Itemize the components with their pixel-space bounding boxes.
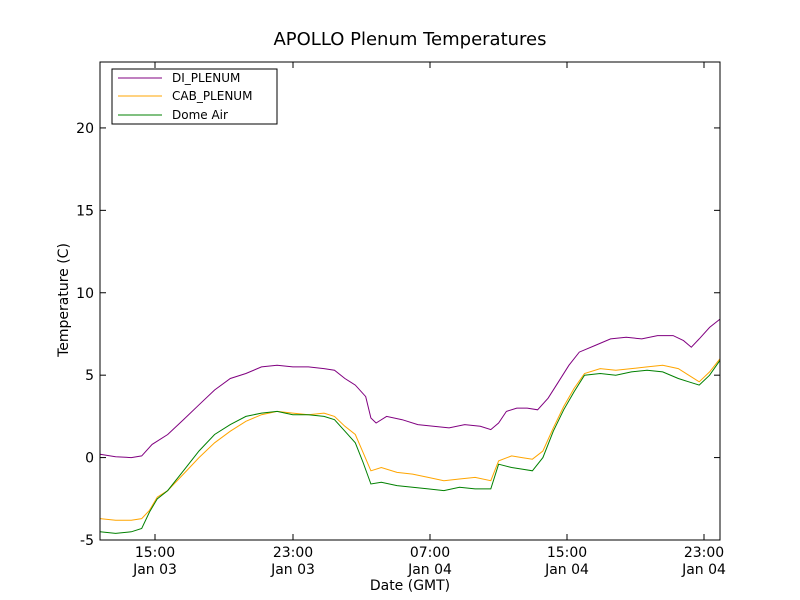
chart-title: APOLLO Plenum Temperatures bbox=[273, 29, 546, 50]
x-tick-label-time: 23:00 bbox=[273, 545, 313, 561]
plot-frame bbox=[99, 61, 721, 541]
series-line-di-plenum bbox=[99, 318, 721, 459]
y-tick-label: -5 bbox=[80, 533, 94, 549]
x-tick-label-time: 23:00 bbox=[684, 545, 724, 561]
x-axis-label: Date (GMT) bbox=[370, 578, 450, 594]
series-line-cab-plenum bbox=[99, 358, 721, 521]
y-tick-label: 10 bbox=[76, 286, 94, 302]
legend: DI_PLENUM CAB_PLENUM Dome Air bbox=[111, 68, 278, 125]
x-tick-label-date: Jan 04 bbox=[681, 562, 726, 578]
x-tick-label-date: Jan 04 bbox=[407, 562, 452, 578]
legend-label-di-plenum: DI_PLENUM bbox=[172, 71, 240, 85]
x-tick-label-date: Jan 03 bbox=[132, 562, 177, 578]
legend-label-cab-plenum: CAB_PLENUM bbox=[172, 89, 252, 103]
y-tick-label: 20 bbox=[76, 121, 94, 137]
y-tick-label: 5 bbox=[85, 368, 94, 384]
y-tick-label: 0 bbox=[85, 451, 94, 467]
x-tick-label-date: Jan 04 bbox=[544, 562, 589, 578]
series-line-dome-air bbox=[99, 360, 721, 534]
x-tick-label-time: 07:00 bbox=[410, 545, 450, 561]
legend-label-dome-air: Dome Air bbox=[172, 108, 228, 122]
plot-series-group bbox=[99, 318, 721, 534]
y-axis-label: Temperature (C) bbox=[56, 243, 72, 358]
x-tick-label-time: 15:00 bbox=[547, 545, 587, 561]
x-tick-label-date: Jan 03 bbox=[270, 562, 315, 578]
x-tick-label-time: 15:00 bbox=[135, 545, 175, 561]
y-tick-label: 15 bbox=[76, 203, 94, 219]
